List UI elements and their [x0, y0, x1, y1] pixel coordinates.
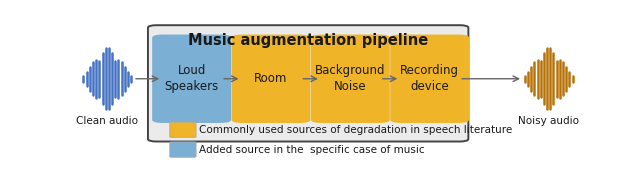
- FancyBboxPatch shape: [170, 142, 196, 157]
- FancyBboxPatch shape: [148, 25, 468, 141]
- FancyBboxPatch shape: [390, 35, 469, 123]
- Text: Recording
device: Recording device: [400, 64, 459, 93]
- Text: Noisy audio: Noisy audio: [518, 116, 579, 126]
- FancyBboxPatch shape: [232, 35, 310, 123]
- FancyBboxPatch shape: [311, 35, 390, 123]
- Text: Clean audio: Clean audio: [76, 116, 138, 126]
- FancyBboxPatch shape: [170, 122, 196, 137]
- Text: Music augmentation pipeline: Music augmentation pipeline: [188, 33, 428, 48]
- Text: Commonly used sources of degradation in speech literature: Commonly used sources of degradation in …: [199, 125, 512, 135]
- Text: Added source in the  specific case of music: Added source in the specific case of mus…: [199, 145, 425, 155]
- Text: Background
Noise: Background Noise: [315, 64, 385, 93]
- FancyBboxPatch shape: [152, 35, 231, 123]
- Text: Loud
Speakers: Loud Speakers: [164, 64, 219, 93]
- Text: Room: Room: [254, 72, 287, 85]
